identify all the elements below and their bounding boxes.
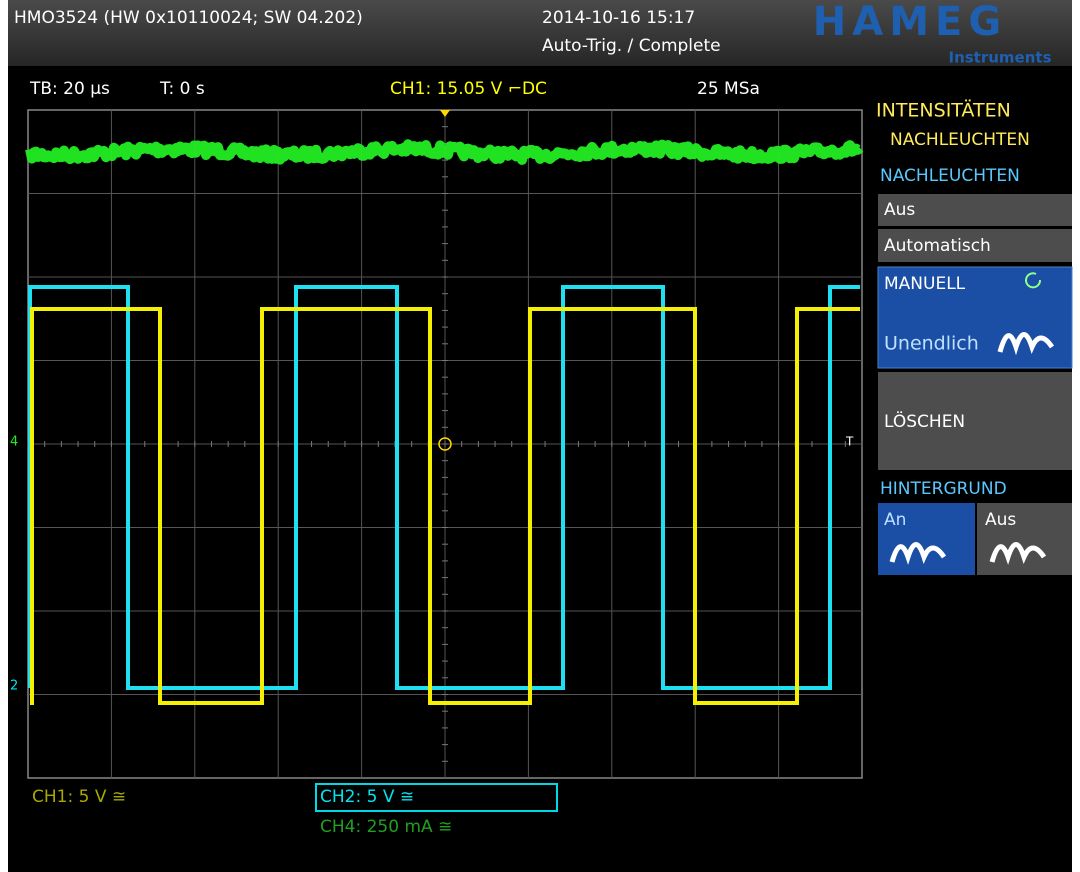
ch2-box[interactable]	[315, 783, 558, 812]
menu-option[interactable]	[878, 229, 1072, 262]
trigger-time: T: 0 s	[159, 79, 205, 99]
logo: HAMEG	[813, 0, 1007, 45]
toggle-on-label: An	[884, 510, 906, 530]
trigger-status: Auto-Trig. / Complete	[542, 36, 721, 56]
ch4-label: CH4: 250 mA ≅	[320, 817, 452, 837]
ch2-marker: 2	[10, 679, 18, 694]
toggle-off-label: Aus	[985, 510, 1016, 530]
trigger-position	[440, 110, 450, 117]
menu-option[interactable]	[878, 194, 1072, 226]
toggle-on[interactable]	[878, 503, 975, 575]
toggle-off[interactable]	[977, 503, 1072, 575]
menu-option-label: Automatisch	[884, 236, 991, 256]
graticule	[27, 109, 863, 779]
trigger-marker: T	[845, 435, 854, 449]
menu-subtitle: NACHLEUCHTEN	[890, 130, 1030, 150]
sample-rate: 25 MSa	[697, 79, 760, 99]
section-label: NACHLEUCHTEN	[880, 166, 1020, 186]
trigger-level: CH1: 15.05 V ⌐DC	[390, 79, 547, 99]
background-icon	[989, 542, 1047, 565]
menu-option[interactable]	[878, 372, 1072, 470]
ch4-trace	[25, 139, 864, 165]
ch2-label: CH2: 5 V ≅	[320, 787, 414, 807]
ch1-trace	[30, 307, 860, 705]
manual-value: Unendlich	[884, 333, 979, 355]
manual-label: MANUELL	[884, 274, 966, 294]
background-icon	[889, 542, 947, 565]
timebase: TB: 20 µs	[29, 79, 110, 99]
ch1-label: CH1: 5 V ≅	[32, 787, 126, 807]
ch4-marker: 4	[10, 435, 18, 450]
datetime: 2014-10-16 15:17	[542, 8, 695, 28]
persistence-icon	[997, 332, 1055, 356]
waveforms	[25, 139, 864, 705]
refresh-icon	[1025, 272, 1042, 289]
menu-option-label: Aus	[884, 200, 915, 220]
header-bar	[8, 0, 1072, 66]
ch2-trace	[28, 285, 860, 690]
section-label: HINTERGRUND	[880, 479, 1007, 499]
menu-title: INTENSITÄTEN	[876, 99, 1011, 122]
clear-label: LÖSCHEN	[884, 410, 965, 432]
logo-sub: Instruments	[948, 49, 1051, 67]
device-info: HMO3524 (HW 0x10110024; SW 04.202)	[14, 8, 363, 28]
center-marker	[438, 437, 452, 451]
